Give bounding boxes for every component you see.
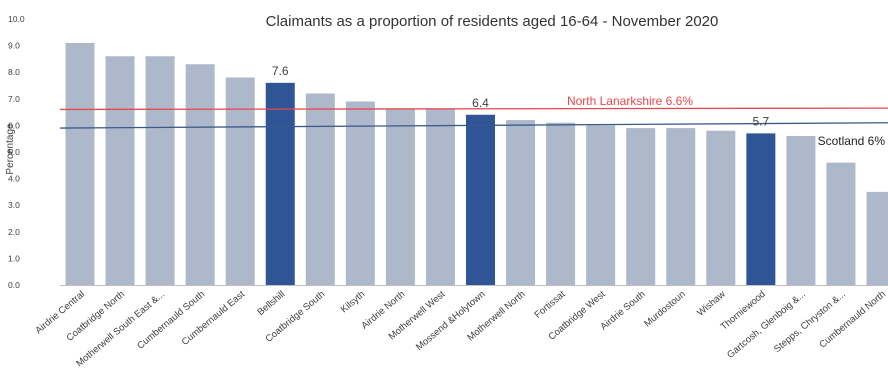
bar — [265, 82, 295, 285]
bar — [305, 93, 335, 285]
y-tick-label: 3.0 — [8, 200, 20, 210]
x-category-label: Fortissat — [533, 289, 568, 321]
chart-title: Claimants as a proportion of residents a… — [266, 13, 719, 30]
x-category-label: Gartcosh, Glenboig &... — [725, 289, 808, 361]
bar — [786, 136, 816, 285]
bar — [385, 109, 415, 285]
reference-line — [59, 107, 888, 111]
x-category-label: Stepps, Chryston &... — [772, 289, 848, 355]
x-category-label: Kilsyth — [339, 289, 368, 315]
y-axis-label: Percentage — [5, 123, 16, 175]
x-category-label: Bellshill — [255, 289, 287, 318]
bar — [345, 101, 375, 286]
bar — [105, 56, 135, 285]
bar — [586, 125, 616, 286]
bar — [746, 133, 776, 285]
y-tick-label: 7.0 — [8, 94, 20, 104]
y-tick-label: 0.0 — [8, 280, 20, 290]
bar — [225, 77, 255, 286]
y-tick-label: 1.0 — [8, 253, 20, 263]
y-tick-label: 4.0 — [8, 174, 20, 184]
y-axis-ticks: 0.0 1.0 2.0 3.0 4.0 5.0 6.0 7.0 8.0 9.0 10.0 — [8, 14, 25, 290]
reference-line-label: North Lanarkshire 6.6% — [567, 94, 693, 108]
y-tick-label: 5.0 — [8, 147, 20, 157]
bar — [425, 109, 455, 285]
x-category-label: Cumbernauld North — [817, 289, 888, 351]
x-category-label: Wishaw — [695, 289, 728, 319]
data-label: 5.7 — [753, 114, 770, 128]
x-category-label: Murdostoun — [642, 289, 688, 330]
data-labels: 7.6 6.4 5.7 — [272, 64, 770, 129]
bar — [706, 130, 736, 285]
bar — [866, 191, 888, 285]
y-tick-label: 6.0 — [8, 120, 20, 130]
bar — [466, 114, 495, 285]
bar — [546, 122, 576, 286]
reference-lines: North Lanarkshire 6.6% Scotland 6% — [59, 94, 888, 148]
y-tick-label: 10.0 — [8, 14, 25, 24]
x-category-label: Mossend &Holytown — [414, 289, 487, 353]
data-label: 6.4 — [472, 96, 489, 110]
bar — [506, 120, 536, 285]
bars — [65, 42, 888, 286]
y-tick-label: 2.0 — [8, 227, 20, 237]
x-category-label: Cumbernauld South — [135, 289, 207, 352]
y-tick-label: 8.0 — [8, 67, 20, 77]
data-label: 7.6 — [272, 64, 289, 78]
bar — [666, 128, 696, 285]
reference-line-label: Scotland 6% — [818, 134, 886, 148]
bar — [145, 56, 175, 285]
y-tick-label: 9.0 — [8, 41, 20, 51]
bar — [65, 42, 95, 285]
bar — [826, 162, 856, 285]
bar — [626, 128, 656, 285]
bar — [185, 64, 215, 285]
reference-line — [59, 122, 888, 129]
